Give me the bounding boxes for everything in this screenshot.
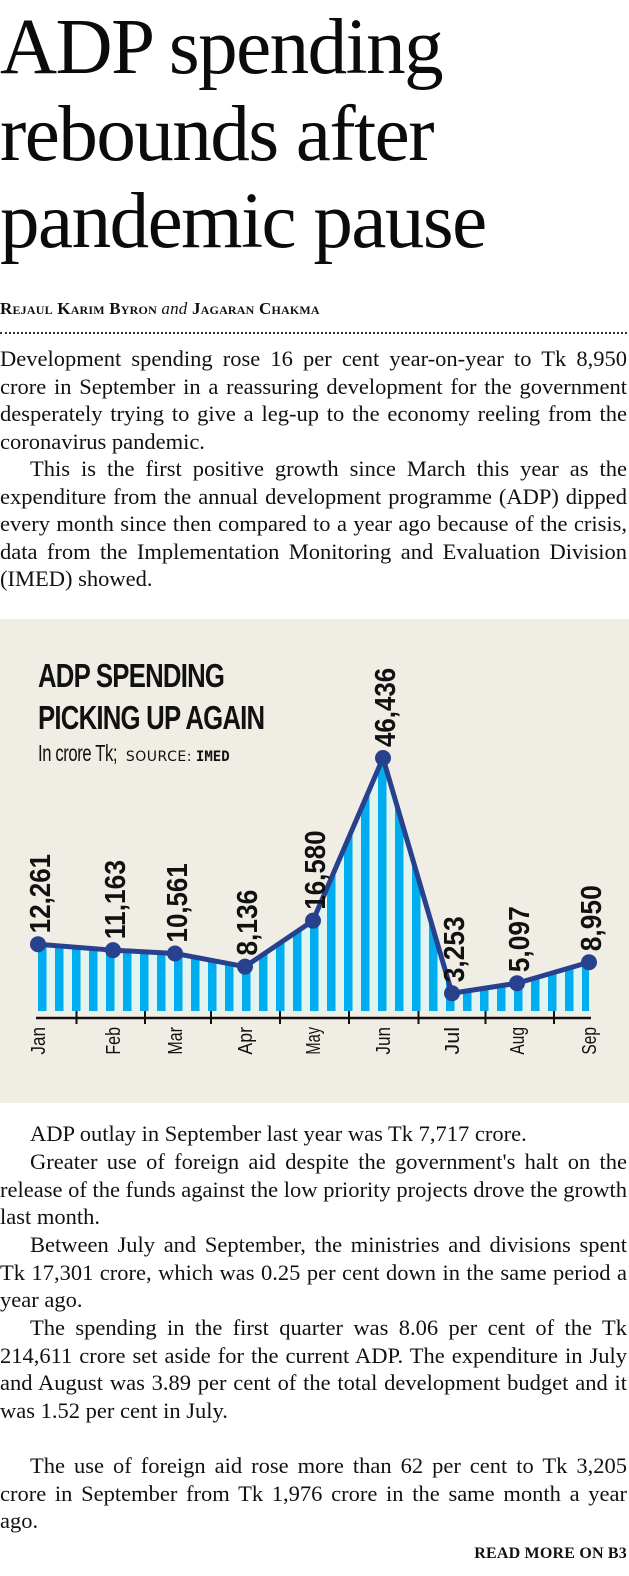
byline: Rejaul Karim Byron and Jagaran Chakma [0,299,320,319]
dotted-divider [0,332,627,334]
data-label: 8,136 [232,890,264,956]
body-paragraph: The spending in the first quarter was 8.… [0,1315,627,1423]
area-fill [38,758,589,1011]
chart-title-line: PICKING UP AGAIN [38,699,265,736]
data-label: 8,950 [576,885,608,951]
body-paragraph: The use of foreign aid rose more than 62… [0,1453,627,1533]
data-point [305,912,321,929]
headline-line: pandemic pause [0,178,487,265]
data-point [105,942,121,959]
x-tick-label: Jun [373,1027,395,1055]
source-name: IMED [195,749,230,765]
unit-label: In crore Tk; [38,740,118,766]
x-tick-label: Jul [442,1027,464,1055]
data-label: 46,436 [370,668,402,747]
author-name: Rejaul Karim Byron [0,299,157,318]
chart-title-line: ADP SPENDING [38,657,225,694]
x-tick-label: Feb [103,1027,125,1055]
data-point [30,936,46,953]
body-paragraph: ADP outlay in September last year was Tk… [30,1121,527,1146]
data-point [444,985,460,1002]
x-tick-label: Jan [28,1027,50,1055]
x-tick-label: Aug [507,1027,529,1055]
body-paragraph: Greater use of foreign aid despite the g… [0,1149,627,1229]
chart-panel [0,619,629,1103]
data-label: 5,097 [504,906,536,972]
x-tick-label: Apr [235,1027,257,1055]
data-label: 16,580 [300,830,332,909]
data-label: 12,261 [25,854,57,933]
headline-line: rebounds after [0,91,435,178]
data-point [581,954,597,971]
chart-title: ADP SPENDING PICKING UP AGAIN [38,655,265,739]
intro-paragraph: Development spending rose 16 per cent ye… [0,346,627,454]
data-label: 11,163 [100,860,132,939]
source-label: SOURCE: [125,749,192,765]
data-label: 10,561 [162,863,194,942]
data-point [375,750,391,766]
headline: ADP spending rebounds after pandemic pau… [0,4,629,265]
data-point [509,975,525,992]
intro-paragraph: This is the first positive growth since … [0,456,627,591]
headline-line: ADP spending [0,4,444,91]
chart-subtitle: In crore Tk; SOURCE: IMED [38,740,230,767]
data-point [167,945,183,962]
x-tick-label: Sep [579,1027,601,1055]
byline-conjunction: and [161,299,188,318]
x-tick-label: May [303,1027,325,1055]
data-label: 3,253 [439,916,471,982]
read-more-link[interactable]: READ MORE ON B3 [474,1545,627,1562]
data-point [237,958,253,975]
author-name: Jagaran Chakma [191,299,320,318]
x-tick-label: Mar [165,1027,187,1055]
body-paragraph: Between July and September, the ministri… [0,1232,627,1312]
